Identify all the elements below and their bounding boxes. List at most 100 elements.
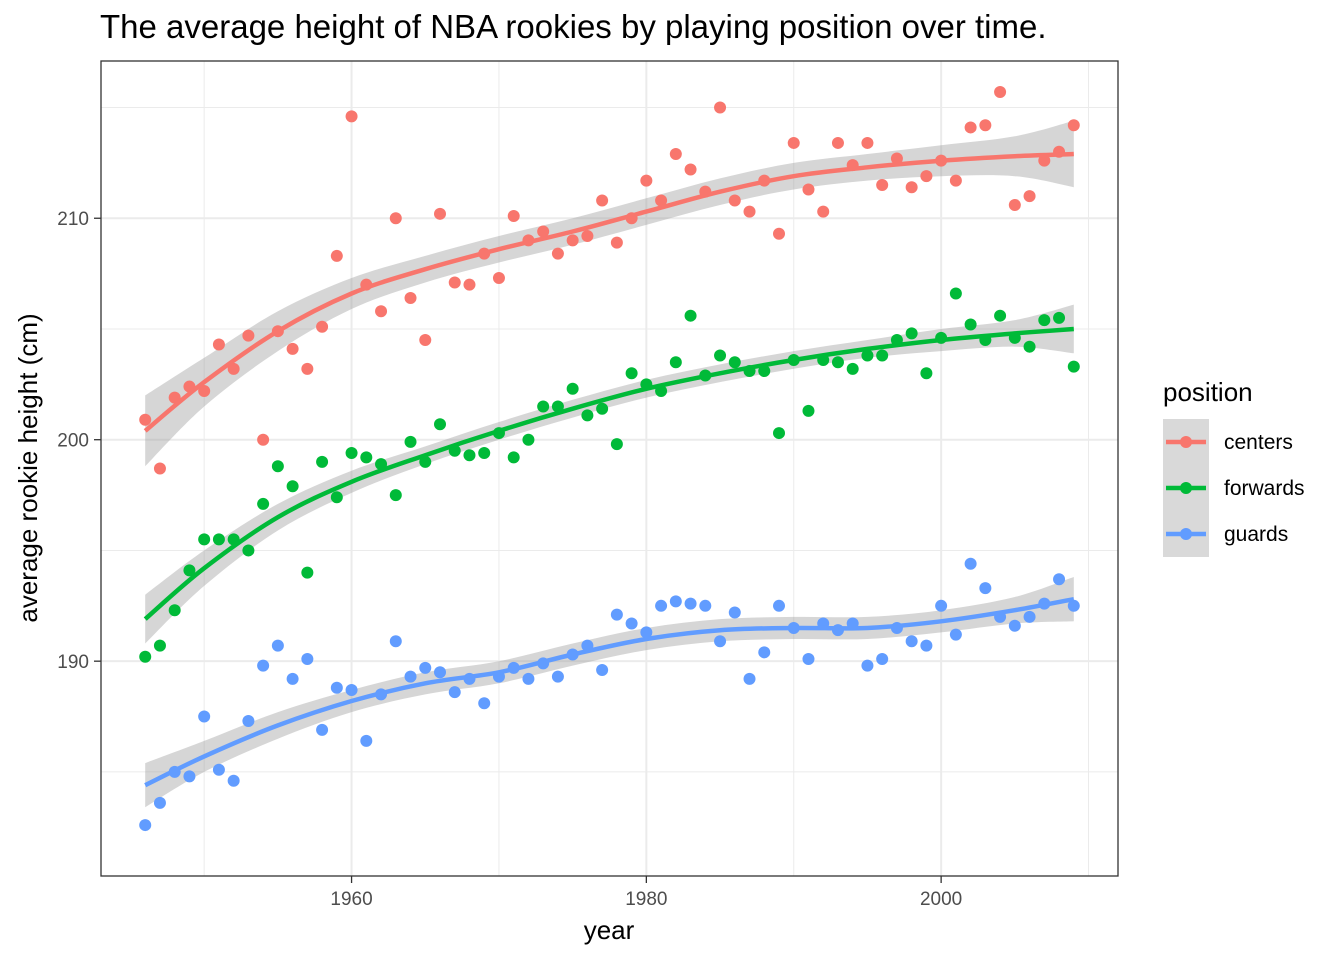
data-point-guards <box>1053 573 1066 586</box>
data-point-centers <box>404 291 417 304</box>
data-point-centers <box>345 110 358 123</box>
data-point-centers <box>537 225 550 238</box>
y-tick-label: 210 <box>57 209 89 230</box>
data-point-guards <box>596 664 609 677</box>
data-point-forwards <box>198 533 211 546</box>
plot-area <box>100 60 1119 877</box>
data-point-guards <box>257 659 270 672</box>
data-point-centers <box>905 181 918 194</box>
data-point-centers <box>566 234 579 247</box>
data-point-forwards <box>360 451 373 464</box>
data-point-centers <box>551 247 564 260</box>
data-point-centers <box>227 362 240 375</box>
data-point-forwards <box>389 489 402 502</box>
data-point-guards <box>316 723 329 736</box>
data-point-centers <box>655 194 668 207</box>
data-point-centers <box>1067 119 1080 132</box>
data-point-centers <box>212 338 225 351</box>
data-point-centers <box>1023 190 1036 203</box>
legend-label-guards: guards <box>1224 523 1288 546</box>
data-point-guards <box>699 599 712 612</box>
trend-lines <box>143 151 1075 788</box>
trend-line-guards <box>144 596 1075 788</box>
data-point-guards <box>1008 619 1021 632</box>
data-point-guards <box>1023 610 1036 623</box>
grid-minor <box>101 61 1118 876</box>
data-point-guards <box>271 639 284 652</box>
legend-label-centers: centers <box>1224 431 1293 454</box>
data-point-forwards <box>920 367 933 380</box>
data-point-forwards <box>139 650 152 663</box>
data-point-centers <box>640 174 653 187</box>
data-point-forwards <box>257 497 270 510</box>
data-point-forwards <box>153 639 166 652</box>
legend-title: position <box>1163 377 1253 407</box>
data-point-centers <box>669 148 682 161</box>
data-point-guards <box>625 617 638 630</box>
data-point-guards <box>286 672 299 685</box>
data-point-centers <box>743 205 756 218</box>
data-point-forwards <box>212 533 225 546</box>
trend-line-forwards <box>143 326 1074 621</box>
data-point-guards <box>861 659 874 672</box>
data-point-centers <box>492 272 505 285</box>
data-point-forwards <box>551 400 564 413</box>
data-point-centers <box>787 136 800 149</box>
y-axis-ticks: 190 200 210 <box>57 209 101 673</box>
data-point-centers <box>802 183 815 196</box>
data-point-forwards <box>478 446 491 459</box>
x-tick-label: 2000 <box>920 889 962 910</box>
data-point-forwards <box>330 491 343 504</box>
data-point-guards <box>979 582 992 595</box>
data-point-forwards <box>522 433 535 446</box>
data-point-guards <box>212 763 225 776</box>
x-tick-label: 1980 <box>625 889 667 910</box>
data-point-guards <box>242 714 255 727</box>
data-point-guards <box>227 774 240 787</box>
data-point-guards <box>183 770 196 783</box>
data-point-forwards <box>419 455 432 468</box>
data-point-guards <box>773 599 785 612</box>
data-point-forwards <box>684 309 697 322</box>
data-point-guards <box>876 652 889 665</box>
data-point-forwards <box>714 349 727 362</box>
data-point-guards <box>728 606 741 619</box>
legend-key-point <box>1180 528 1192 540</box>
data-point-forwards <box>964 318 977 331</box>
data-point-forwards <box>316 455 329 468</box>
grid-major <box>101 61 1118 876</box>
data-point-centers <box>831 136 844 149</box>
y-tick-label: 190 <box>57 652 89 673</box>
data-point-forwards <box>566 382 579 395</box>
data-point-centers <box>684 163 697 176</box>
data-point-centers <box>198 384 211 397</box>
x-axis-ticks: 1960 1980 2000 <box>330 876 962 910</box>
data-point-forwards <box>1053 311 1066 324</box>
data-point-forwards <box>596 402 609 415</box>
data-point-centers <box>1008 198 1021 211</box>
plot-border <box>100 60 1119 877</box>
data-point-forwards <box>905 327 918 340</box>
data-point-guards <box>758 646 771 659</box>
data-point-guards <box>389 635 402 648</box>
legend: position centers forwards guards <box>1163 377 1305 557</box>
data-point-guards <box>610 608 623 621</box>
data-point-guards <box>360 734 373 747</box>
data-point-forwards <box>876 349 889 362</box>
legend-items: centers forwards guards <box>1163 419 1305 557</box>
data-point-guards <box>640 626 653 639</box>
data-point-forwards <box>168 604 181 617</box>
data-point-guards <box>920 639 933 652</box>
data-point-centers <box>714 101 727 114</box>
data-point-forwards <box>846 362 859 375</box>
legend-item-centers: centers <box>1163 419 1293 465</box>
data-point-centers <box>389 212 402 225</box>
data-point-forwards <box>301 566 314 579</box>
legend-key-point <box>1180 436 1192 448</box>
data-point-guards <box>301 652 314 665</box>
data-point-guards <box>949 628 962 641</box>
y-axis-label: average rookie height (cm) <box>13 313 43 622</box>
data-point-forwards <box>1038 314 1051 327</box>
data-point-forwards <box>728 356 741 369</box>
data-point-centers <box>286 342 299 355</box>
